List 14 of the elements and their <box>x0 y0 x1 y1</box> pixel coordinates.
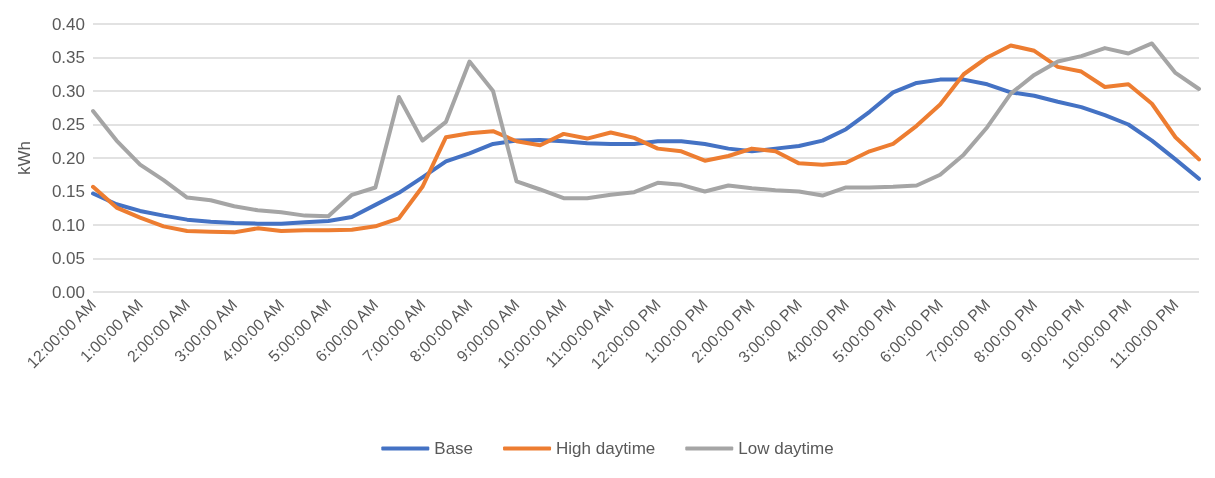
legend-label: Base <box>434 439 474 458</box>
y-tick-label: 0.35 <box>51 48 85 67</box>
legend-label: High daytime <box>556 439 656 458</box>
y-tick-label: 0.20 <box>51 148 85 168</box>
y-axis-title: kWh <box>15 141 34 175</box>
y-tick-label: 0.15 <box>51 182 85 201</box>
line-series <box>91 77 1201 226</box>
y-tick-label: 0.30 <box>51 81 85 101</box>
y-tick-label: 0.25 <box>51 115 85 134</box>
y-tick-label: 0.00 <box>51 282 85 302</box>
y-tick-label: 0.10 <box>51 215 85 235</box>
y-tick-label: 0.40 <box>51 14 85 34</box>
y-tick-label: 0.05 <box>51 249 85 268</box>
legend-label: Low daytime <box>738 439 834 458</box>
